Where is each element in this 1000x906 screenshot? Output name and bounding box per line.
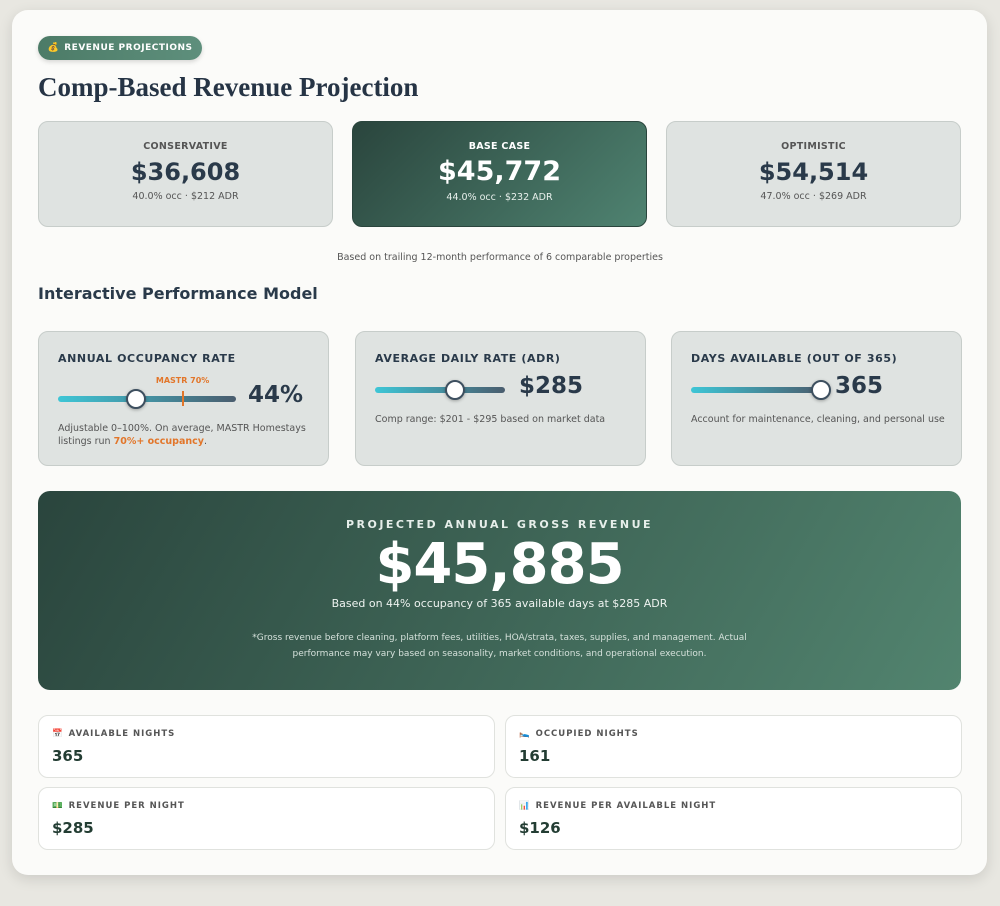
slider-description: Account for maintenance, cleaning, and p… bbox=[691, 413, 946, 426]
section-title: Interactive Performance Model bbox=[38, 284, 318, 303]
slider-value: $285 bbox=[519, 373, 584, 399]
slider-track[interactable] bbox=[375, 380, 505, 400]
scenario-detail: 40.0% occ · $212 ADR bbox=[132, 191, 239, 202]
slider-card: DAYS AVAILABLE (OUT OF 365) 365 Account fo… bbox=[671, 331, 962, 466]
scenario-label: CONSERVATIVE bbox=[143, 141, 228, 152]
stat-label: 🛌 OCCUPIED NIGHTS bbox=[519, 729, 639, 739]
stat-card: 📊 REVENUE PER AVAILABLE NIGHT $126 bbox=[505, 787, 962, 850]
stat-label: 📊 REVENUE PER AVAILABLE NIGHT bbox=[519, 801, 716, 811]
result-value: $45,885 bbox=[375, 532, 624, 597]
stat-icon: 📊 bbox=[519, 801, 531, 811]
slider-label: DAYS AVAILABLE (OUT OF 365) bbox=[691, 352, 898, 365]
stat-label: 📅 AVAILABLE NIGHTS bbox=[52, 729, 175, 739]
stat-label-text: REVENUE PER AVAILABLE NIGHT bbox=[535, 801, 717, 811]
slider-track[interactable] bbox=[691, 380, 831, 400]
result-panel: PROJECTED ANNUAL GROSS REVENUE $45,885 B… bbox=[38, 491, 961, 690]
slider-label: AVERAGE DAILY RATE (ADR) bbox=[375, 352, 561, 365]
slider-card: AVERAGE DAILY RATE (ADR) $285 Comp range: … bbox=[355, 331, 646, 466]
stat-value: 161 bbox=[519, 747, 551, 765]
stat-icon: 💵 bbox=[52, 801, 64, 811]
slider-value: 44% bbox=[248, 382, 304, 408]
slider-value: 365 bbox=[835, 373, 884, 399]
badge-text: REVENUE PROJECTIONS bbox=[64, 43, 193, 53]
marker bbox=[181, 391, 184, 406]
stat-value: 365 bbox=[52, 747, 84, 765]
slider-thumb[interactable] bbox=[445, 380, 466, 400]
scenario-detail: 47.0% occ · $269 ADR bbox=[760, 191, 867, 202]
scenario-card: BASE CASE $45,772 44.0% occ · $232 ADR bbox=[352, 121, 647, 227]
result-label: PROJECTED ANNUAL GROSS REVENUE bbox=[345, 518, 654, 531]
scenario-label: BASE CASE bbox=[468, 141, 531, 152]
marker-label: MASTR 70% bbox=[155, 376, 210, 385]
description-text: Account for maintenance, cleaning, and p… bbox=[691, 414, 945, 425]
stat-card: 📅 AVAILABLE NIGHTS 365 bbox=[38, 715, 495, 778]
title: Comp-Based Revenue Projection bbox=[38, 72, 419, 102]
stat-label-text: AVAILABLE NIGHTS bbox=[68, 729, 176, 739]
stat-icon: 📅 bbox=[52, 729, 64, 739]
slider-card: ANNUAL OCCUPANCY RATE MASTR 70% 44% Adjusta… bbox=[38, 331, 329, 466]
slider-description: Comp range: $201 - $295 based on market … bbox=[375, 413, 630, 426]
description-text: . bbox=[203, 436, 207, 447]
slider-thumb[interactable] bbox=[811, 380, 831, 400]
stat-value: $126 bbox=[519, 819, 561, 837]
description-text: Adjustable 0–100%. On average, MASTR Hom… bbox=[58, 423, 306, 447]
scenario-label: OPTIMISTIC bbox=[781, 141, 846, 152]
slider-label: ANNUAL OCCUPANCY RATE bbox=[58, 352, 236, 365]
slider-thumb[interactable] bbox=[126, 389, 147, 409]
scenario-value: $54,514 bbox=[758, 158, 869, 186]
badge-icon: 💰 bbox=[47, 43, 60, 53]
stat-card: 💵 REVENUE PER NIGHT $285 bbox=[38, 787, 495, 850]
scenario-card: CONSERVATIVE $36,608 40.0% occ · $212 ADR bbox=[38, 121, 333, 227]
badge: 💰 REVENUE PROJECTIONS bbox=[38, 36, 202, 60]
scenario-value: $36,608 bbox=[130, 158, 241, 186]
stat-icon: 🛌 bbox=[519, 729, 531, 739]
scenario-value: $45,772 bbox=[438, 156, 561, 187]
stat-card: 🛌 OCCUPIED NIGHTS 161 bbox=[505, 715, 962, 778]
stat-label-text: OCCUPIED NIGHTS bbox=[535, 729, 639, 739]
stat-label-text: REVENUE PER NIGHT bbox=[68, 801, 185, 811]
scenario-card: OPTIMISTIC $54,514 47.0% occ · $269 ADR bbox=[666, 121, 961, 227]
result-disclaimer: *Gross revenue before cleaning, platform… bbox=[252, 633, 747, 659]
slider-description: Adjustable 0–100%. On average, MASTR Hom… bbox=[58, 422, 313, 448]
result-basis: Based on 44% occupancy of 365 available … bbox=[331, 597, 668, 610]
stat-value: $285 bbox=[52, 819, 94, 837]
scenario-detail: 44.0% occ · $232 ADR bbox=[446, 192, 553, 203]
scenario-note: Based on trailing 12-month performance o… bbox=[337, 252, 663, 263]
description-text: Comp range: $201 - $295 based on market … bbox=[375, 414, 606, 425]
slider-track[interactable] bbox=[58, 389, 236, 409]
description-highlight: 70%+ occupancy bbox=[113, 436, 204, 447]
stat-label: 💵 REVENUE PER NIGHT bbox=[52, 801, 185, 811]
